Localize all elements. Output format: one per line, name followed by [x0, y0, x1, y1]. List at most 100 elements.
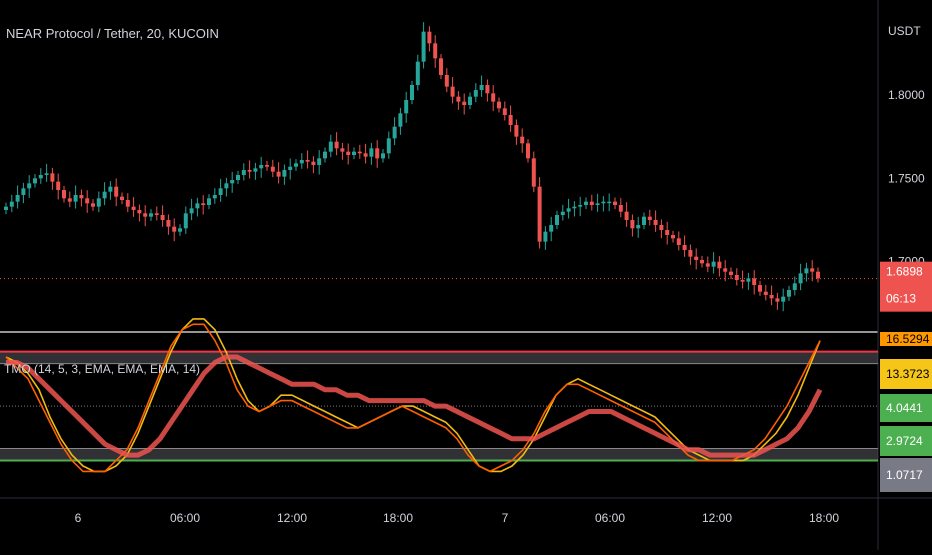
- candle-body: [462, 101, 467, 105]
- candle-body: [305, 160, 310, 162]
- candle-body: [595, 203, 600, 205]
- oscillator-badge-value: 2.9724: [886, 434, 923, 448]
- oscillator-bands: [0, 350, 878, 462]
- candle-body: [584, 201, 588, 205]
- candle-body: [212, 195, 217, 199]
- candle-body: [549, 225, 554, 232]
- oscillator-value-badge: 16.5294: [880, 332, 932, 346]
- candle-body: [439, 58, 443, 75]
- oversold-zone: [0, 448, 878, 461]
- candle-body: [224, 183, 229, 189]
- candle-body: [9, 201, 14, 207]
- candle-body: [792, 283, 797, 290]
- candle-body: [642, 216, 646, 225]
- candle-body: [769, 295, 774, 299]
- candle-body: [299, 160, 304, 164]
- candle-body: [352, 151, 356, 155]
- candle-body: [178, 228, 182, 232]
- candle-body: [398, 113, 403, 127]
- candle-body: [183, 213, 188, 229]
- candle-body: [27, 183, 32, 189]
- candle-body: [288, 166, 293, 170]
- candle-body: [700, 260, 704, 264]
- candle-body: [381, 153, 385, 159]
- candle-body: [73, 195, 78, 202]
- price-tick-label: 1.8000: [888, 88, 925, 102]
- oscillator-value-badge: 4.0441: [880, 394, 932, 422]
- candle-body: [346, 151, 351, 155]
- candle-body: [56, 181, 61, 190]
- candle-body: [375, 148, 380, 159]
- candle-body: [618, 205, 623, 212]
- candle-body: [758, 285, 762, 292]
- candle-body: [589, 201, 594, 205]
- oscillator-badge-bg: [880, 458, 932, 492]
- candle-body: [775, 298, 780, 302]
- candle-body: [317, 158, 322, 165]
- candle-body: [560, 211, 565, 215]
- candle-body: [665, 230, 670, 235]
- candle-body: [241, 170, 246, 175]
- oscillator-value-badge: 13.3723: [880, 359, 932, 389]
- candle-body: [444, 75, 449, 87]
- oscillator-badge-bg: [880, 394, 932, 422]
- candle-body: [491, 93, 496, 102]
- candle-body: [247, 170, 252, 172]
- candle-body: [555, 215, 559, 225]
- candle-body: [647, 216, 652, 220]
- candle-body: [85, 198, 90, 204]
- candle-body: [311, 161, 316, 165]
- candle-body: [624, 211, 629, 220]
- candle-body: [676, 238, 681, 245]
- oscillator-value-badge: 1.0717: [880, 458, 932, 492]
- candle-body: [607, 201, 612, 204]
- candle-body: [15, 195, 20, 202]
- candle-body: [421, 31, 426, 62]
- candle-body: [392, 126, 397, 139]
- candle-body: [688, 250, 693, 257]
- candle-body: [543, 231, 548, 242]
- candle-body: [659, 225, 664, 230]
- candle-body: [44, 173, 49, 175]
- candle-body: [282, 170, 287, 177]
- candle-body: [386, 138, 391, 154]
- time-tick-label: 7: [502, 511, 509, 525]
- candle-body: [253, 168, 258, 172]
- candle-body: [601, 201, 606, 204]
- candle-body: [566, 208, 571, 212]
- candle-body: [114, 186, 119, 197]
- candle-body: [125, 200, 130, 207]
- candle-body: [91, 203, 95, 207]
- candle-body: [781, 296, 786, 302]
- candle-body: [433, 43, 438, 59]
- candle-body: [636, 225, 641, 229]
- candle-body: [740, 280, 745, 282]
- countdown-value: 06:13: [886, 292, 916, 306]
- time-tick-label: 06:00: [170, 511, 200, 525]
- candle-body: [201, 203, 206, 205]
- candle-body: [160, 215, 165, 220]
- candle-body: [578, 205, 583, 207]
- price-tick-label: 1.7500: [888, 171, 925, 185]
- candle-body: [137, 210, 142, 214]
- candle-body: [729, 271, 733, 275]
- candle-body: [410, 85, 414, 100]
- candle-body: [473, 90, 478, 97]
- candle-body: [369, 148, 374, 157]
- candle-body: [671, 235, 675, 239]
- candle-body: [787, 290, 791, 297]
- candle-body: [497, 101, 501, 109]
- candle-body: [172, 226, 177, 232]
- last-price-value: 1.6898: [886, 265, 923, 279]
- candles-group: [4, 22, 820, 312]
- candle-body: [236, 175, 240, 180]
- oscillator-badge-bg: [880, 332, 932, 346]
- oscillator-badge-bg: [880, 359, 932, 389]
- candle-body: [485, 85, 490, 94]
- candle-body: [479, 85, 484, 90]
- candle-body: [50, 173, 55, 182]
- candle-body: [717, 261, 722, 269]
- oscillator-badge-value: 1.0717: [886, 468, 923, 482]
